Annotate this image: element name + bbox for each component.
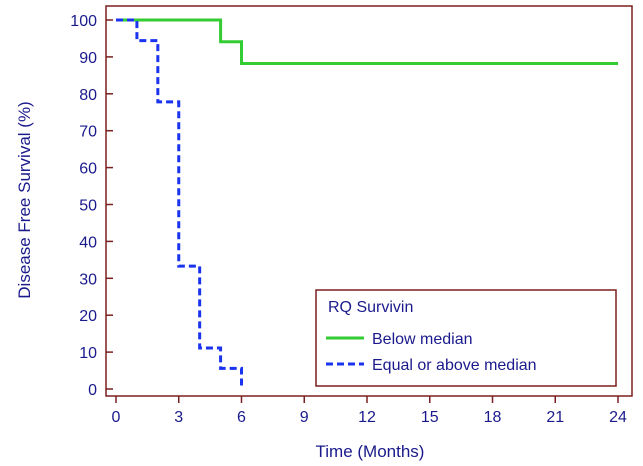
legend-title: RQ Survivin (328, 299, 413, 316)
x-tick-label: 12 (358, 409, 376, 426)
x-axis: 0 3 6 9 12 15 18 21 24 (112, 396, 627, 426)
plot-frame (105, 5, 633, 397)
series-layer (116, 18, 618, 389)
series-line-below-median (116, 18, 618, 66)
x-axis-title: Time (Months) (316, 442, 425, 461)
y-tick-label: 50 (79, 198, 97, 215)
legend: RQ Survivin Below median Equal or above … (315, 289, 617, 387)
x-tick-label: 6 (237, 409, 246, 426)
y-tick-label: 90 (79, 50, 97, 67)
y-tick-label: 70 (79, 124, 97, 141)
x-tick-label: 9 (300, 409, 309, 426)
y-tick-label: 20 (79, 308, 97, 325)
y-tick-label: 10 (79, 345, 97, 362)
legend-box (315, 289, 617, 387)
x-tick-label: 15 (421, 409, 439, 426)
y-tick-label: 30 (79, 271, 97, 288)
y-axis: 0 10 20 30 40 50 60 70 80 90 100 (70, 13, 113, 399)
y-tick-label: 40 (79, 234, 97, 251)
x-tick-label: 21 (546, 409, 564, 426)
x-tick-label: 0 (112, 409, 121, 426)
legend-label-below-median: Below median (372, 331, 473, 348)
y-axis-title: Disease Free Survival (%) (15, 101, 34, 298)
y-tick-label: 0 (88, 382, 97, 399)
x-tick-label: 3 (174, 409, 183, 426)
legend-label-above-median: Equal or above median (372, 357, 537, 374)
x-tick-label: 18 (484, 409, 502, 426)
y-tick-label: 80 (79, 87, 97, 104)
y-tick-label: 100 (70, 13, 97, 30)
y-tick-label: 60 (79, 161, 97, 178)
x-tick-label: 24 (609, 409, 627, 426)
series-line-above-median (116, 18, 243, 389)
